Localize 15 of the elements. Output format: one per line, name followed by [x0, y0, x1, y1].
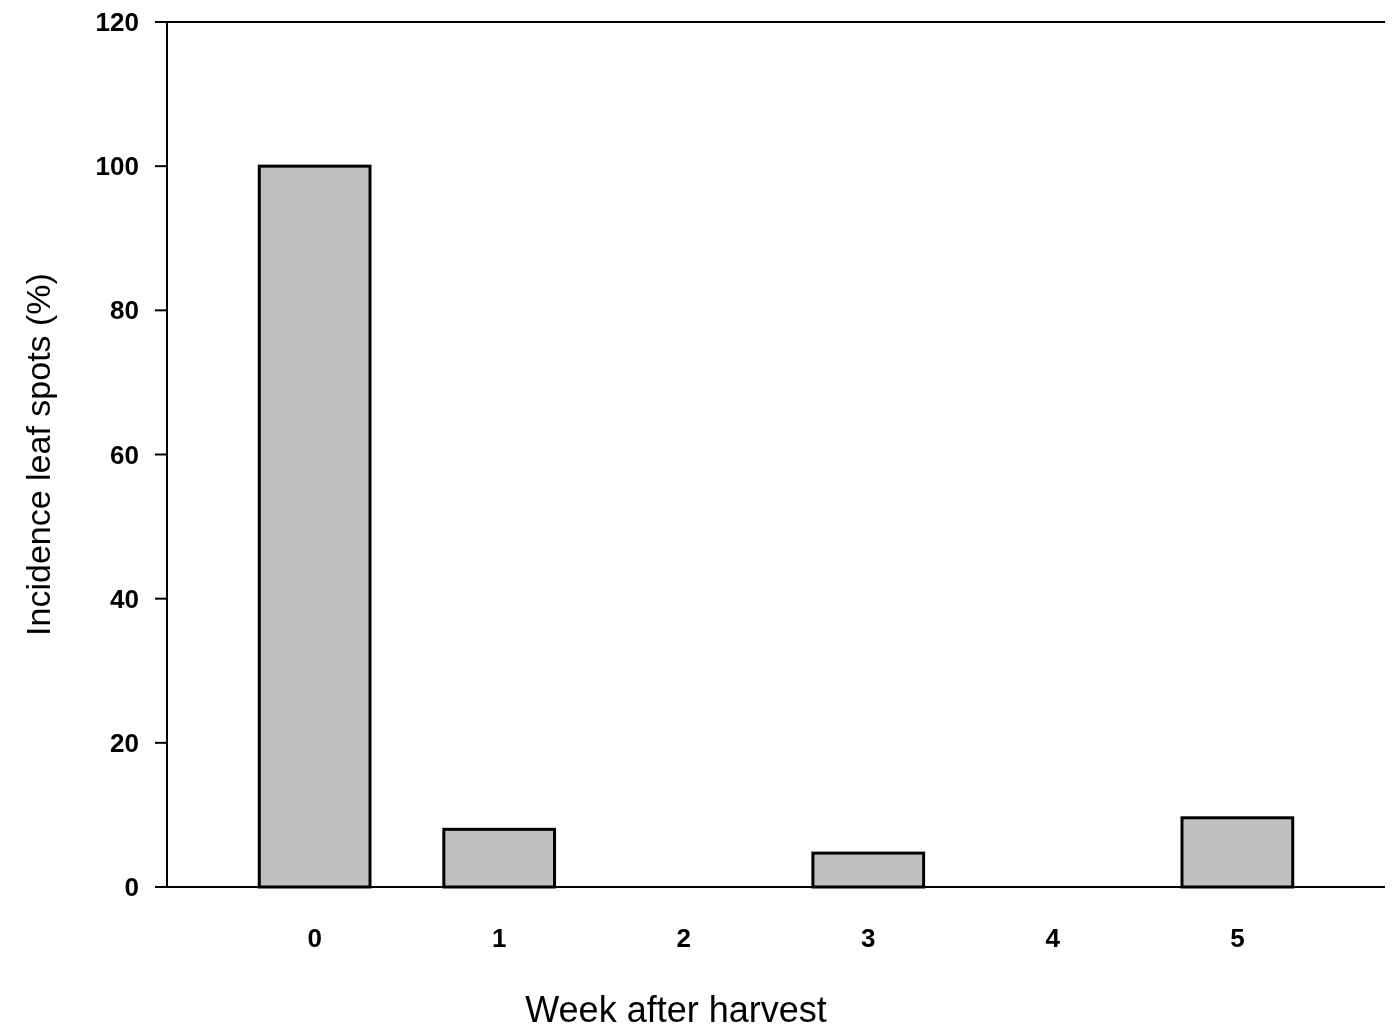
x-tick-label: 4 [1045, 923, 1061, 953]
x-tick-label: 0 [307, 923, 322, 953]
y-tick-label: 80 [110, 295, 139, 326]
y-tick-label: 40 [110, 583, 139, 614]
x-tick-label: 3 [861, 923, 876, 953]
y-tick-label: 60 [110, 439, 139, 470]
x-tick-label: 1 [491, 923, 507, 953]
x-tick-label: 2 [676, 923, 691, 953]
y-tick-label: 0 [124, 872, 139, 903]
y-tick-label: 100 [95, 151, 139, 182]
x-axis-title: Week after harvest [525, 989, 827, 1029]
y-tick-label: 20 [110, 727, 139, 758]
y-axis-title: Incidence leaf spots (%) [19, 273, 57, 636]
y-tick-label: 120 [95, 7, 139, 38]
x-tick-label: 5 [1230, 923, 1245, 953]
